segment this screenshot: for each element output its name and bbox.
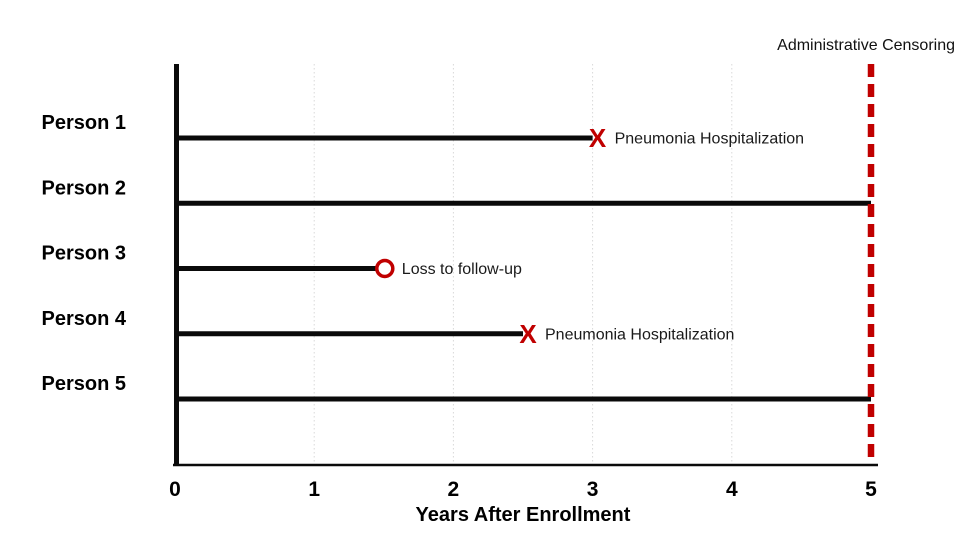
event-annotation: Loss to follow-up: [402, 261, 522, 278]
x-axis-title: Years After Enrollment: [415, 504, 631, 526]
x-tick-label-4: 4: [726, 478, 738, 501]
x-tick-label-3: 3: [587, 478, 599, 501]
x-tick-label-2: 2: [448, 478, 460, 501]
person-label-2: Person 2: [42, 177, 126, 199]
person-label-1: Person 1: [42, 112, 126, 134]
censor-o-marker: [375, 258, 395, 279]
event-x-marker: X: [589, 123, 607, 153]
x-tick-label-1: 1: [308, 478, 320, 501]
event-annotation: Pneumonia Hospitalization: [545, 326, 734, 343]
x-tick-label-0: 0: [169, 478, 181, 501]
person-label-3: Person 3: [42, 243, 126, 265]
person-label-4: Person 4: [42, 308, 127, 330]
event-annotation: Pneumonia Hospitalization: [615, 131, 804, 148]
administrative-censoring-label: Administrative Censoring: [777, 37, 955, 54]
event-x-marker: X: [519, 319, 537, 349]
x-tick-label-5: 5: [865, 478, 877, 501]
person-label-5: Person 5: [42, 373, 126, 395]
